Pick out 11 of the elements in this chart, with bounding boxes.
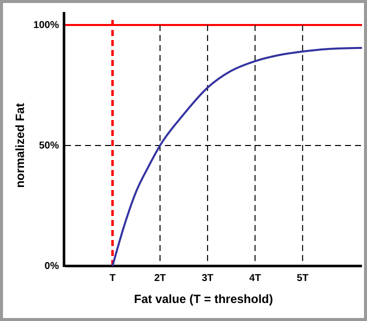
y-tick-label: 0% <box>44 261 60 272</box>
x-tick-label: 3T <box>202 273 214 284</box>
x-tick-label: 4T <box>249 273 261 284</box>
y-tick-label: 100% <box>33 20 60 32</box>
y-axis-title: normalized Fat <box>13 103 27 188</box>
x-axis-title: Fat value (T = threshold) <box>134 292 274 306</box>
line-series <box>112 46 363 267</box>
x-tick-label: 5T <box>296 273 308 284</box>
x-tick-label: T <box>109 273 116 284</box>
x-tick-label: 2T <box>154 273 166 284</box>
y-tick-label: 50% <box>38 140 60 152</box>
